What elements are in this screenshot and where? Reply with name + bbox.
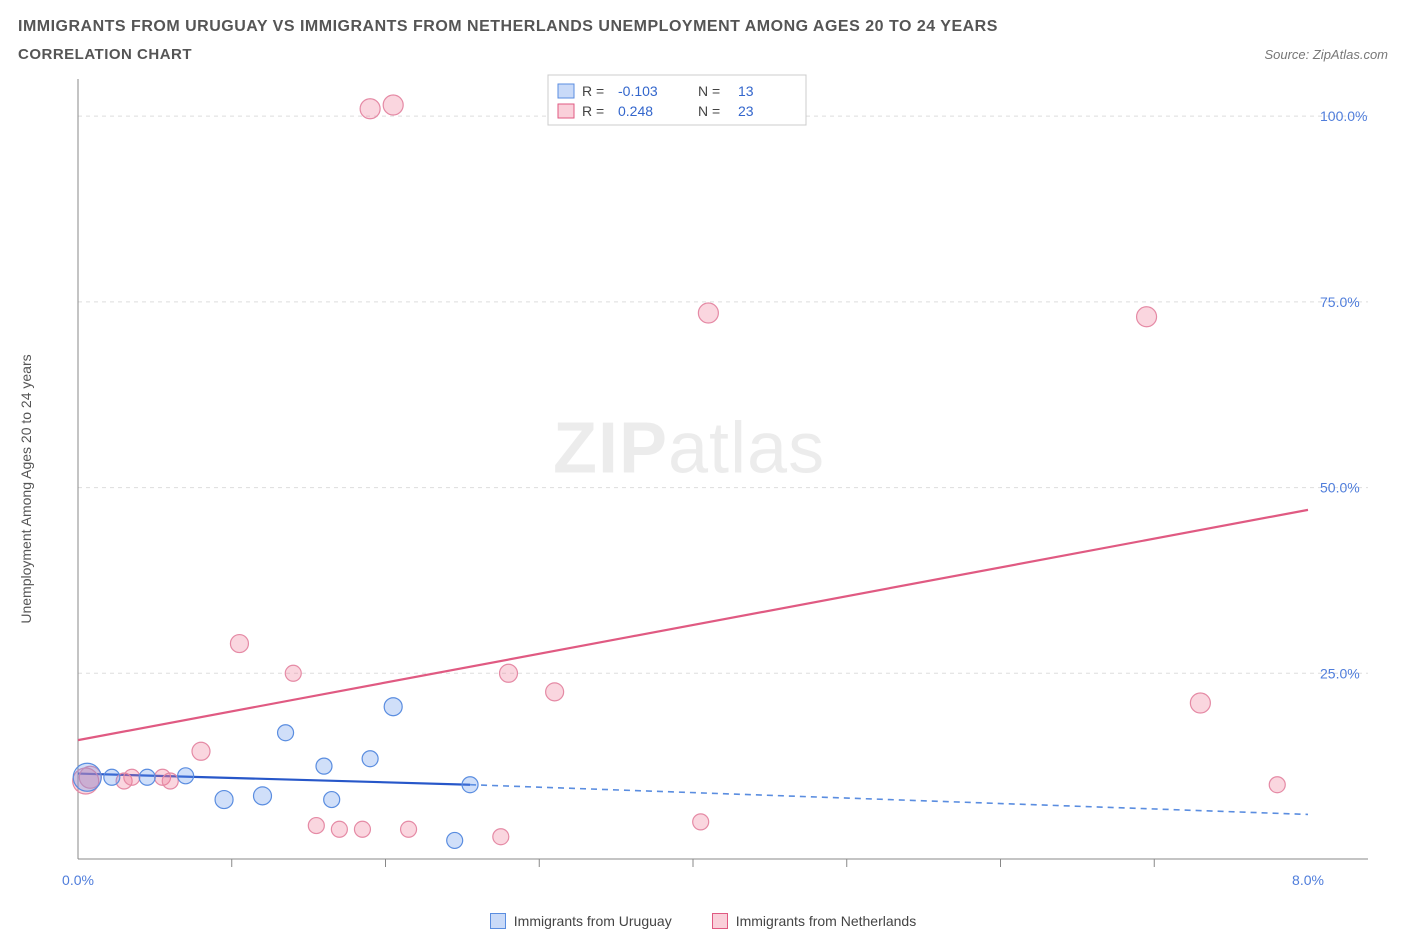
svg-text:50.0%: 50.0% [1320, 480, 1360, 496]
svg-text:0.0%: 0.0% [62, 872, 94, 888]
chart-title: IMMIGRANTS FROM URUGUAY VS IMMIGRANTS FR… [18, 18, 1388, 36]
svg-text:75.0%: 75.0% [1320, 294, 1360, 310]
legend-item-netherlands: Immigrants from Netherlands [712, 913, 917, 929]
chart-container: Unemployment Among Ages 20 to 24 years 0… [18, 69, 1388, 909]
header-block: IMMIGRANTS FROM URUGUAY VS IMMIGRANTS FR… [18, 18, 1388, 63]
legend-label-uruguay: Immigrants from Uruguay [514, 913, 672, 929]
svg-text:ZIPatlas: ZIPatlas [553, 409, 825, 489]
legend-swatch-pink [712, 913, 728, 929]
chart-subtitle: CORRELATION CHART [18, 46, 192, 63]
svg-text:R =: R = [582, 103, 604, 119]
svg-text:25.0%: 25.0% [1320, 665, 1360, 681]
svg-text:13: 13 [738, 83, 754, 99]
svg-text:8.0%: 8.0% [1292, 872, 1324, 888]
bottom-legend: Immigrants from Uruguay Immigrants from … [18, 913, 1388, 929]
svg-text:0.248: 0.248 [618, 103, 653, 119]
svg-text:R =: R = [582, 83, 604, 99]
legend-swatch-blue [490, 913, 506, 929]
scatter-chart: 0.0% 8.0% 25.0% 50.0% 75.0% 100.0% ZIPatlas R =… [18, 69, 1388, 889]
svg-text:100.0%: 100.0% [1320, 108, 1367, 124]
svg-text:-0.103: -0.103 [618, 83, 658, 99]
svg-text:N =: N = [698, 83, 720, 99]
svg-text:23: 23 [738, 103, 754, 119]
y-axis-label: Unemployment Among Ages 20 to 24 years [18, 354, 34, 623]
source-attribution: Source: ZipAtlas.com [1264, 47, 1388, 62]
legend-item-uruguay: Immigrants from Uruguay [490, 913, 672, 929]
legend-label-netherlands: Immigrants from Netherlands [736, 913, 917, 929]
svg-text:N =: N = [698, 103, 720, 119]
